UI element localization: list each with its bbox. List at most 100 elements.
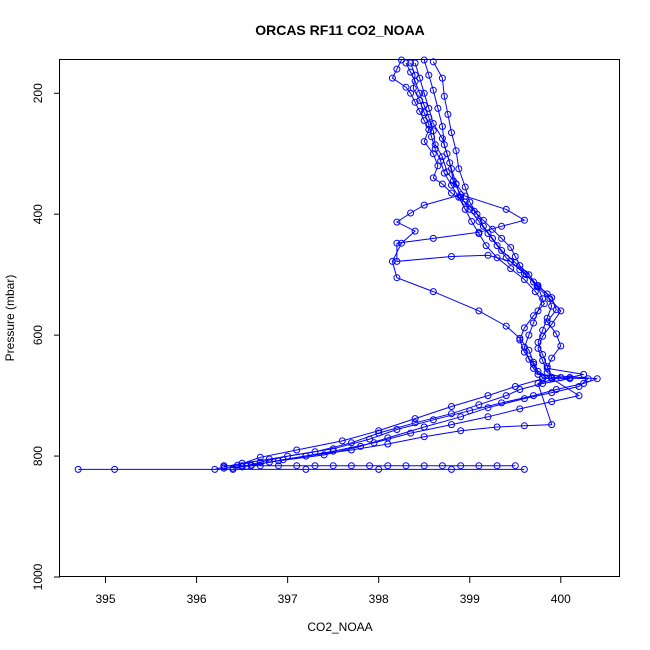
- x-axis-label: CO2_NOAA: [307, 620, 372, 634]
- series-line-2: [241, 62, 598, 468]
- data-point: [548, 302, 556, 310]
- data-point: [411, 415, 419, 423]
- data-point: [457, 191, 465, 199]
- x-axis: 395 396 397 398 399 400: [96, 577, 571, 606]
- data-point: [511, 383, 519, 390]
- data-point: [530, 360, 537, 368]
- data-point: [548, 354, 556, 362]
- data-point: [539, 375, 547, 383]
- data-point: [416, 74, 424, 82]
- y-axis-label: Pressure (mbar): [3, 275, 17, 362]
- data-point: [429, 150, 437, 158]
- data-point: [548, 320, 556, 328]
- data-point: [429, 174, 437, 182]
- data-point: [466, 205, 474, 213]
- data-point: [407, 429, 415, 437]
- data-point: [384, 440, 392, 448]
- data-point: [438, 123, 446, 130]
- data-point: [502, 254, 510, 262]
- y-tick-label: 400: [31, 204, 45, 224]
- data-point: [584, 375, 592, 383]
- data-point: [425, 104, 433, 112]
- data-point: [493, 242, 501, 250]
- data-point: [557, 374, 565, 381]
- data-point: [256, 462, 264, 470]
- data-point: [468, 217, 476, 225]
- data-point: [329, 447, 337, 455]
- data-point: [416, 97, 424, 104]
- data-point: [111, 465, 119, 473]
- data-point: [366, 435, 374, 443]
- data-point: [493, 462, 501, 470]
- data-point: [489, 234, 496, 242]
- data-point: [429, 58, 437, 66]
- data-point: [448, 465, 455, 473]
- data-point: [475, 228, 483, 236]
- data-point: [425, 71, 433, 79]
- data-point: [575, 392, 583, 400]
- data-point: [530, 278, 537, 286]
- data-point: [211, 465, 219, 473]
- data-point: [484, 404, 492, 412]
- x-tick-label: 399: [460, 592, 480, 606]
- x-tick-label: 398: [369, 592, 389, 606]
- data-point: [448, 189, 455, 197]
- series-points: [74, 56, 601, 473]
- data-point: [520, 422, 528, 430]
- data-point: [448, 253, 455, 260]
- data-point: [411, 98, 419, 106]
- data-point: [243, 462, 251, 470]
- x-tick-label: 395: [96, 592, 116, 606]
- data-point: [425, 126, 433, 133]
- data-point: [482, 242, 490, 250]
- data-point: [393, 65, 401, 73]
- data-point: [425, 113, 433, 121]
- data-point: [429, 416, 437, 424]
- data-point: [411, 419, 419, 427]
- data-point: [457, 193, 465, 201]
- chart-title: ORCAS RF11 CO2_NOAA: [255, 22, 425, 38]
- data-point: [429, 86, 437, 94]
- y-tick-label: 1000: [31, 563, 45, 590]
- data-point: [484, 392, 492, 400]
- data-point: [265, 455, 273, 463]
- data-point: [311, 448, 319, 456]
- data-point: [438, 180, 446, 188]
- data-point: [434, 104, 442, 112]
- data-point: [425, 121, 433, 129]
- data-point: [402, 83, 410, 91]
- data-point: [375, 465, 383, 473]
- data-point: [516, 266, 524, 274]
- data-point: [329, 445, 337, 453]
- data-point: [475, 217, 483, 225]
- data-point: [347, 439, 355, 447]
- data-point: [431, 145, 439, 153]
- data-point: [557, 342, 565, 350]
- data-point: [498, 399, 506, 407]
- data-point: [511, 259, 519, 267]
- data-point: [311, 462, 319, 470]
- series-line-3: [237, 62, 584, 466]
- data-point: [502, 392, 510, 400]
- data-point: [388, 257, 396, 265]
- y-tick-label: 200: [31, 83, 45, 103]
- data-point: [302, 452, 310, 460]
- data-point: [438, 74, 446, 82]
- data-point: [533, 283, 541, 291]
- data-point: [438, 135, 446, 143]
- data-point: [457, 413, 465, 421]
- x-tick-label: 397: [278, 592, 298, 606]
- data-point: [428, 133, 435, 141]
- data-point: [329, 462, 337, 470]
- series-lines: [78, 59, 598, 470]
- data-point: [479, 222, 487, 230]
- data-point: [466, 407, 474, 415]
- data-point: [580, 370, 588, 378]
- data-point: [420, 462, 428, 470]
- data-point: [446, 159, 454, 167]
- data-point: [320, 451, 328, 459]
- y-tick-label: 800: [31, 446, 45, 466]
- data-point: [534, 307, 542, 315]
- data-point: [540, 300, 548, 308]
- data-point: [448, 129, 455, 137]
